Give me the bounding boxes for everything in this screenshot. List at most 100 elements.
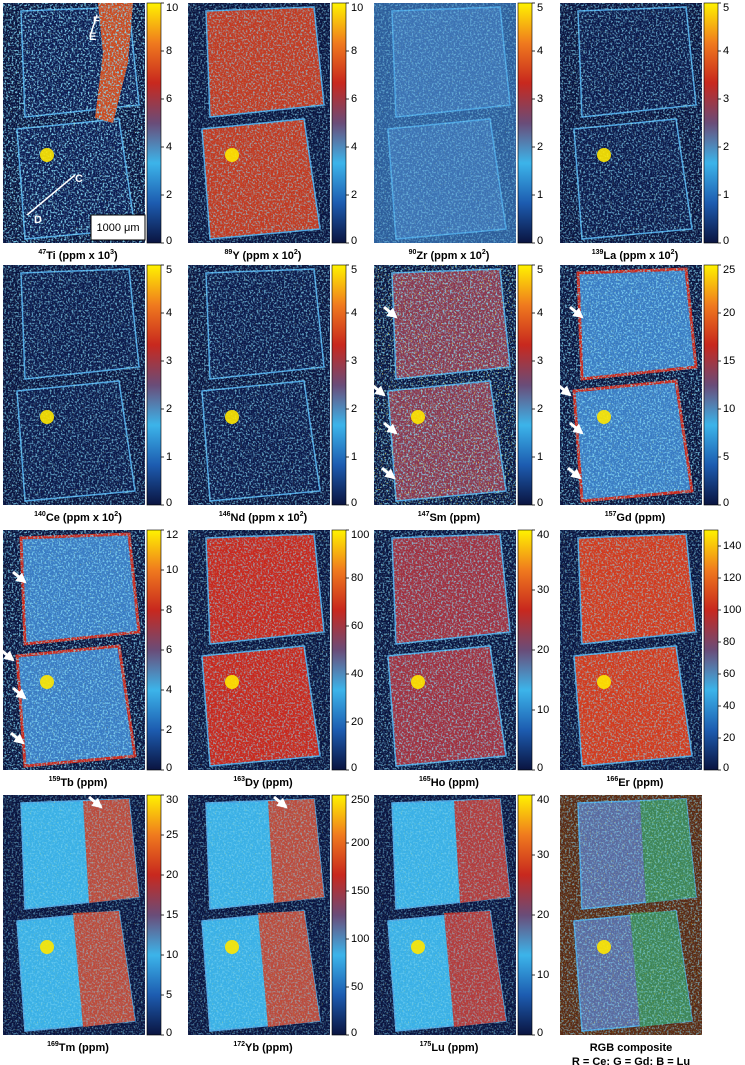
colorbar [517,264,533,506]
arrow [569,421,584,435]
colorbar-tick-label: 0 [723,235,729,247]
scale-bar-label: 1000 μm [96,222,139,234]
colorbar-tick-label: 0 [351,762,357,774]
colorbar-tick-label: 10 [723,403,735,415]
arrow [383,421,398,435]
map-image [188,530,330,770]
speckle [3,795,145,1035]
colorbar-tick-label: 20 [351,716,363,728]
speckle [374,530,516,770]
colorbar [517,2,533,244]
colorbar-tick-label: 10 [166,949,178,961]
colorbar-tick-label: 5 [723,2,729,14]
colorbar-tick-label: 2 [166,189,172,201]
caption-text: La (ppm x 10 [603,250,670,262]
colorbar-tick-label: 0 [723,762,729,774]
colorbar-tick-label: 2 [351,189,357,201]
colorbar-tick-label: 30 [166,794,178,806]
colorbar-tick-label: 2 [166,724,172,736]
panel: 0 10 20 30 40 175Lu (ppm) [374,794,549,1054]
colorbar-tick-label: 80 [351,572,363,584]
panel-caption: 90Zr (ppm x 102) [409,249,490,262]
colorbar-tick-label: 40 [723,700,735,712]
caption-text: Zr (ppm x 10 [416,250,481,262]
colorbar-tick-label: 3 [723,93,729,105]
arrow [88,795,103,809]
caption-text: ) [304,512,308,524]
panel-caption: 139La (ppm x 102) [592,249,679,262]
caption-text: Lu (ppm) [431,1042,478,1054]
colorbar [146,794,162,1036]
speckle [560,530,702,770]
colorbar-tick-label: 10 [537,969,549,981]
colorbar-tick-label: 0 [351,235,357,247]
map-image [374,795,516,1035]
caption-superscript: 157 [605,511,617,518]
colorbar [517,794,533,1036]
caption-text: Gd (ppm) [616,512,665,524]
colorbar-tick-label: 0 [166,1027,172,1039]
caption-superscript: 47 [38,249,46,256]
caption-superscript: 165 [419,776,431,783]
map-image [3,265,145,505]
panel-caption: 157Gd (ppm) [605,511,666,524]
colorbar-tick-label: 4 [537,307,543,319]
colorbar-tick-label: 40 [537,794,549,806]
colorbar-tick-label: 0 [723,497,729,509]
colorbar-tick-label: 1 [166,451,172,463]
colorbar-tick-label: 5 [166,264,172,276]
colorbar-tick-label: 5 [351,264,357,276]
colorbar-tick-label: 100 [351,529,369,541]
map-image [188,265,330,505]
colorbar-tick-label: 15 [166,909,178,921]
speckle [374,265,516,505]
caption-superscript: 2 [114,511,118,518]
panel: RGB composite R = Ce; G = Gd; B = Lu [560,795,702,1065]
colorbar [703,529,719,771]
speckle [560,3,702,243]
colorbar-tick-label: 3 [537,93,543,105]
colorbar-tick-label: 10 [537,704,549,716]
colorbar [331,264,347,506]
colorbar-tick-label: 4 [166,684,172,696]
speckle [3,265,145,505]
panel-caption: 163Dy (ppm) [233,776,293,789]
colorbar-tick-label: 20 [166,869,178,881]
colorbar [331,529,347,771]
colorbar [517,529,533,771]
map-image [374,530,516,770]
colorbar-tick-label: 40 [351,668,363,680]
inclusion [40,410,54,424]
colorbar-tick-label: 1 [537,189,543,201]
speckle [374,795,516,1035]
panel-caption: 140Ce (ppm x 102) [34,511,122,524]
colorbar-tick-label: 60 [723,668,735,680]
colorbar-tick-label: 100 [723,604,741,616]
arrow [273,795,288,809]
panel: 0 20 40 60 80 100 163Dy (ppm) [188,529,369,789]
profile-label: C [75,173,83,185]
panel-caption: 47Ti (ppm x 103) [38,249,118,262]
caption-text: ) [298,250,302,262]
colorbar-tick-label: 8 [166,45,172,57]
inclusion [225,940,239,954]
colorbar-tick-label: 3 [537,355,543,367]
speckle [188,795,330,1035]
arrow [12,570,27,584]
panel-caption: 169Tm (ppm) [47,1041,109,1054]
caption-superscript: 169 [47,1041,59,1048]
colorbar [703,2,719,244]
colorbar-tick-label: 10 [166,564,178,576]
inclusion [411,940,425,954]
colorbar-tick-label: 1 [723,189,729,201]
speckle [560,795,702,1035]
colorbar-tick-label: 100 [351,933,369,945]
map-image [3,530,145,770]
map-image [560,795,702,1035]
speckle [3,530,145,770]
arrow [371,383,386,397]
arrow [10,731,25,745]
inclusion [411,410,425,424]
